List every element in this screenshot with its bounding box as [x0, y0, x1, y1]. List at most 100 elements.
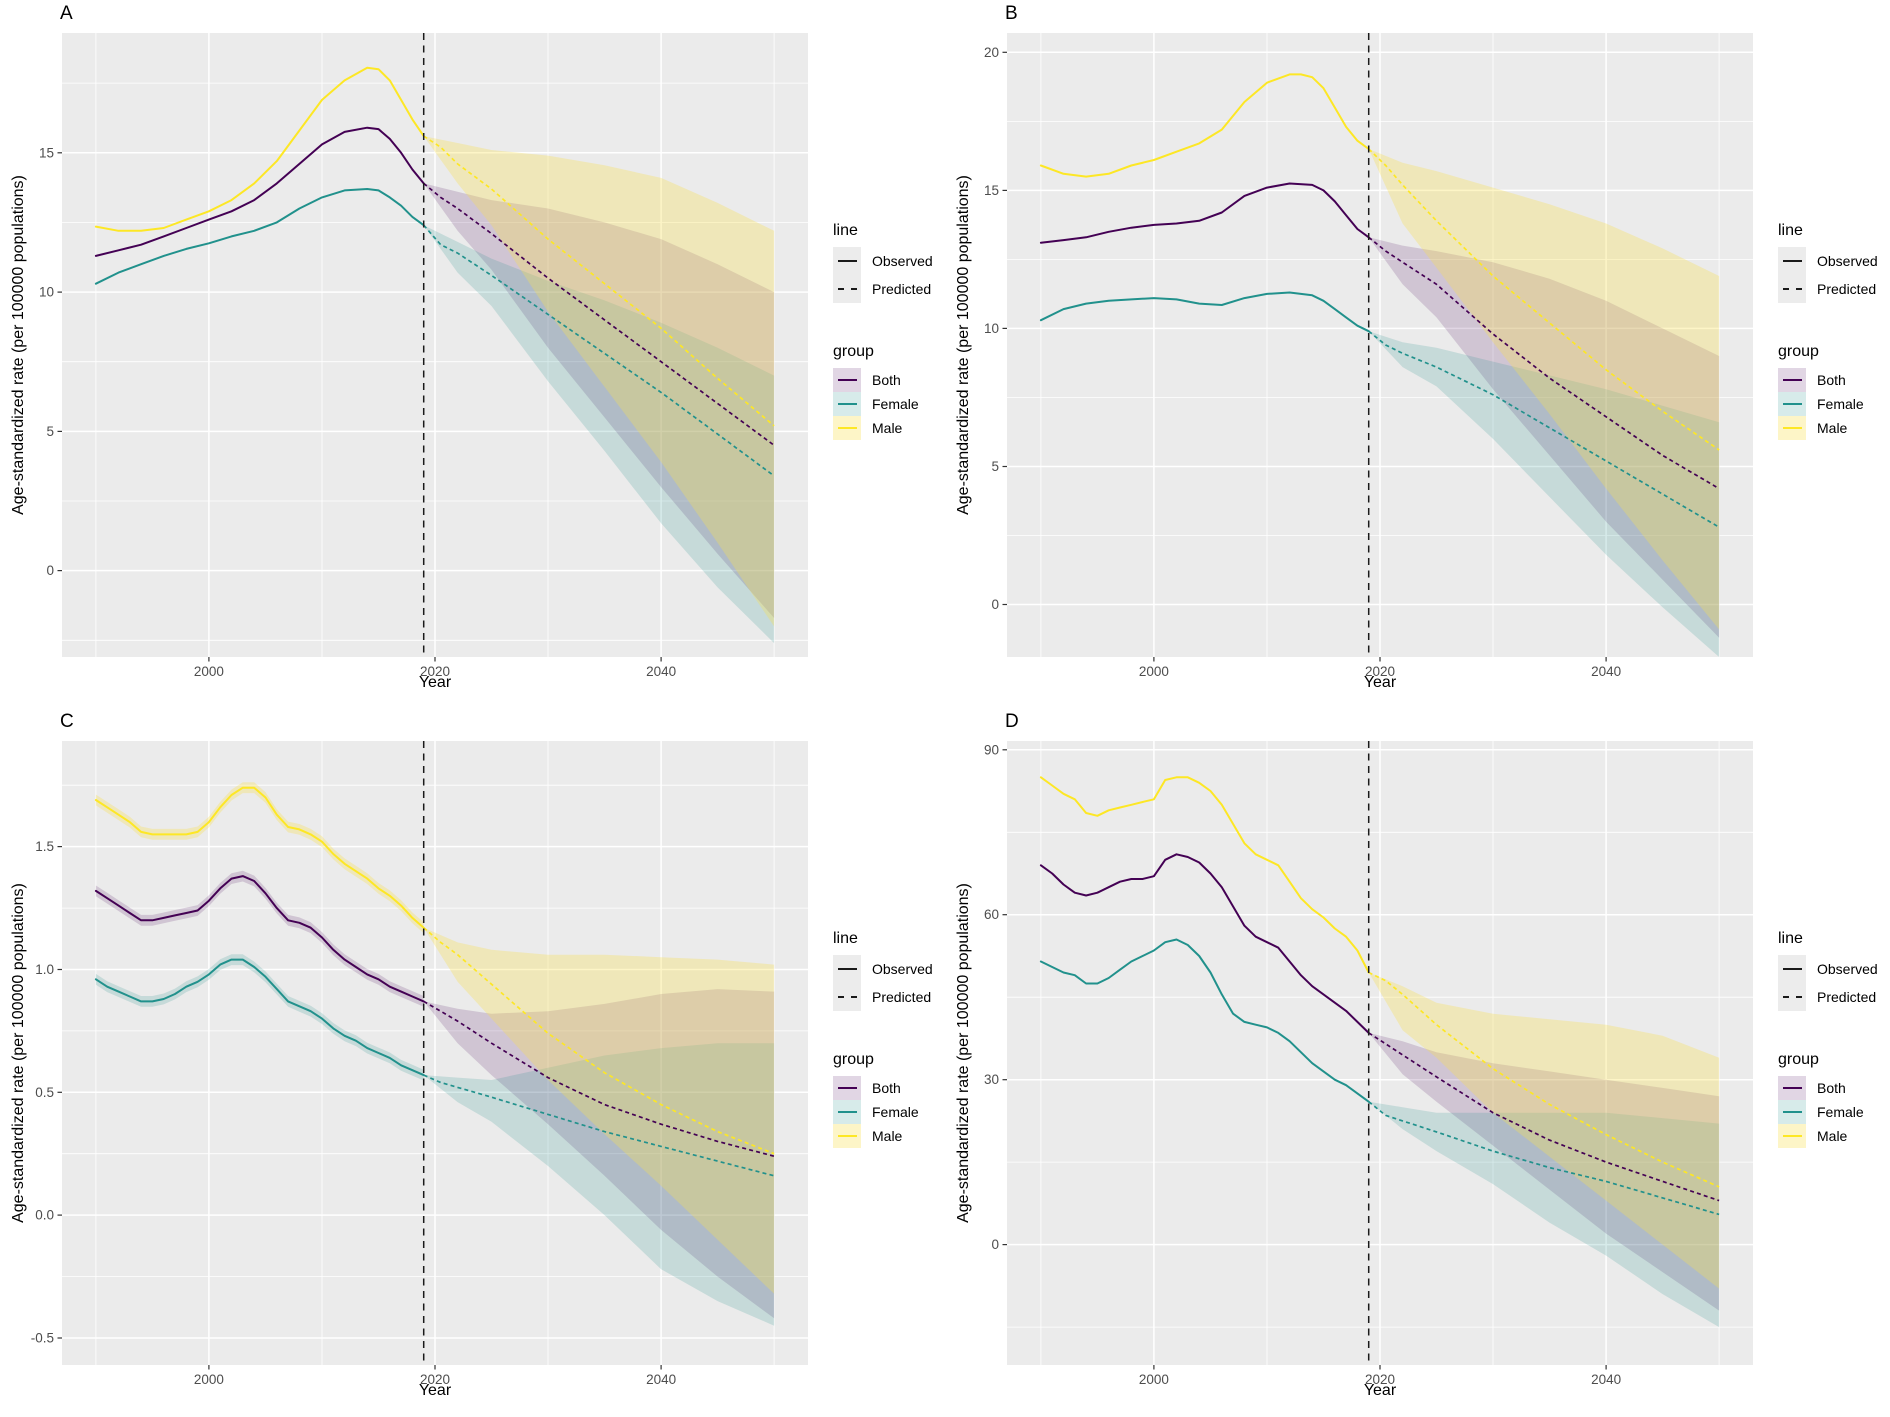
- observed-line-both: [94, 875, 425, 1003]
- y-tick-label: 15: [984, 183, 999, 198]
- female-key-icon: [833, 392, 861, 416]
- predicted-line-female: [423, 1074, 775, 1177]
- observed-line-both: [1039, 853, 1370, 1034]
- y-tick-label: 10: [39, 285, 54, 300]
- predicted-line-both: [423, 1000, 775, 1158]
- panel-d: 2000 2020 2040 0 30 60 90 D Age-standardized r…: [945, 708, 1890, 1417]
- prediction-ribbon-male: [1368, 972, 1720, 1289]
- observed-line-key-icon: [833, 247, 861, 275]
- legend: line Observed Predicted group Both Femal…: [1778, 222, 1878, 440]
- prediction-ribbon-both: [423, 989, 775, 1319]
- legend-group-title: group: [833, 1051, 874, 1068]
- legend-item-observed: Observed: [1778, 247, 1878, 275]
- observed-line-male: [94, 66, 425, 232]
- y-tick-label: 1.0: [35, 962, 54, 977]
- y-tick-label: 15: [39, 145, 54, 160]
- legend-item-female: Female: [1778, 1100, 1878, 1124]
- y-tick-label: 10: [984, 321, 999, 336]
- legend-item-both: Both: [1778, 368, 1878, 392]
- prediction-ribbon-male: [423, 136, 775, 627]
- predicted-line-key-icon: [833, 275, 861, 303]
- predicted-line-key-icon: [833, 983, 861, 1011]
- legend-item-female: Female: [833, 392, 933, 416]
- x-tick-label: 2040: [646, 1372, 676, 1387]
- legend-item-observed: Observed: [833, 955, 933, 983]
- chart-canvas: 2000 2020 2040 0 30 60 90: [984, 741, 1753, 1387]
- legend-line-title: line: [833, 222, 858, 239]
- legend-line-title: line: [1778, 930, 1803, 947]
- prediction-ribbon-both: [1368, 237, 1720, 638]
- legend-item-male: Male: [1778, 416, 1878, 440]
- x-tick-label: 2020: [420, 664, 450, 679]
- x-tick-label: 2040: [646, 664, 676, 679]
- y-tick-label: 0: [991, 597, 999, 612]
- x-axis-title: Year: [418, 674, 452, 691]
- observed-line-male: [1039, 73, 1370, 178]
- male-key-icon: [1778, 1124, 1806, 1148]
- legend-line-title: line: [833, 930, 858, 947]
- x-axis-title: Year: [1363, 1382, 1397, 1399]
- legend-group-title: group: [1778, 1051, 1819, 1068]
- panel-c: 2000 2020 2040 -0.5 0.0 0.5 1.0 1.5 C Age-stand…: [0, 708, 945, 1417]
- panel-b: 2000 2020 2040 0 5 10 15 20 B Age-standardized …: [945, 0, 1890, 708]
- legend-group-block: group Both Female Male: [833, 1051, 933, 1148]
- x-axis-title: Year: [418, 1382, 452, 1399]
- observed-line-male: [1039, 776, 1370, 974]
- prediction-ribbon-male: [423, 927, 775, 1294]
- legend-group-block: group Both Female Male: [833, 343, 933, 440]
- prediction-ribbon-both: [423, 183, 775, 618]
- legend-item-both: Both: [833, 1076, 933, 1100]
- panel-label: D: [1005, 711, 1019, 732]
- both-key-icon: [833, 1076, 861, 1100]
- prediction-ribbon-female: [423, 225, 775, 644]
- legend-item-predicted: Predicted: [1778, 983, 1878, 1011]
- y-tick-label: 0: [46, 563, 54, 578]
- legend-item-predicted: Predicted: [1778, 275, 1878, 303]
- predicted-line-male: [1368, 148, 1720, 451]
- observed-line-female: [1039, 291, 1370, 333]
- female-key-icon: [1778, 1100, 1806, 1124]
- panel-label: A: [60, 3, 73, 24]
- y-tick-label: 5: [46, 424, 54, 439]
- panel-a: 2000 2020 2040 0 5 10 15 A Age-standardized ra…: [0, 0, 945, 708]
- y-tick-label: 60: [984, 907, 999, 922]
- prediction-ribbon-both: [1368, 1032, 1720, 1311]
- y-tick-label: 5: [991, 459, 999, 474]
- y-tick-label: 0.5: [35, 1085, 54, 1100]
- x-tick-label: 2020: [1365, 664, 1395, 679]
- observed-line-female: [94, 188, 425, 285]
- y-tick-label: 20: [984, 45, 999, 60]
- legend-line-title: line: [1778, 222, 1803, 239]
- x-tick-label: 2020: [420, 1372, 450, 1387]
- female-key-icon: [1778, 392, 1806, 416]
- legend: line Observed Predicted group Both Femal…: [1778, 930, 1878, 1148]
- panel-label: C: [60, 711, 74, 732]
- predicted-line-key-icon: [1778, 983, 1806, 1011]
- x-tick-label: 2020: [1365, 1372, 1395, 1387]
- predicted-line-male: [423, 135, 775, 427]
- both-key-icon: [833, 368, 861, 392]
- y-tick-label: 0: [991, 1237, 999, 1252]
- x-tick-label: 2040: [1591, 664, 1621, 679]
- legend-group-block: group Both Female Male: [1778, 343, 1878, 440]
- predicted-line-both: [1368, 1032, 1720, 1202]
- prediction-ribbon-female: [423, 1043, 775, 1326]
- legend: line Observed Predicted group Both Femal…: [833, 930, 933, 1148]
- legend-item-male: Male: [833, 416, 933, 440]
- legend-group-title: group: [833, 343, 874, 360]
- chart-canvas: 2000 2020 2040 0 5 10 15 20: [984, 33, 1753, 679]
- male-key-icon: [1778, 416, 1806, 440]
- predicted-line-male: [423, 927, 775, 1155]
- predicted-line-female: [423, 224, 775, 477]
- legend-item-female: Female: [833, 1100, 933, 1124]
- x-tick-label: 2000: [194, 1372, 224, 1387]
- legend: line Observed Predicted group Both Femal…: [833, 222, 933, 440]
- x-tick-label: 2000: [1139, 1372, 1169, 1387]
- male-key-icon: [833, 1124, 861, 1148]
- legend-item-observed: Observed: [1778, 955, 1878, 983]
- observed-line-key-icon: [1778, 955, 1806, 983]
- y-tick-label: 30: [984, 1072, 999, 1087]
- y-tick-label: 90: [984, 742, 999, 757]
- observed-line-both: [94, 126, 425, 257]
